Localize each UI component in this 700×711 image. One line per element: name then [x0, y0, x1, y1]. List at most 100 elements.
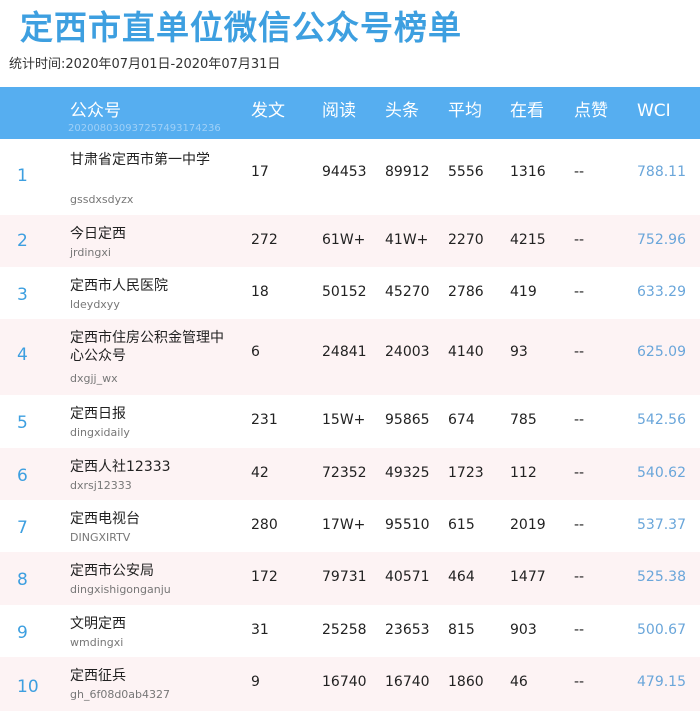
posts-count: 272 [251, 232, 278, 248]
col-likes-header: 点赞 [574, 101, 608, 121]
wci-score: 500.67 [637, 622, 686, 638]
account-name: 定西日报 [70, 406, 126, 422]
account-name: 今日定西 [70, 226, 126, 242]
table-row: 1 甘肃省定西市第一中学 gssdxsdyzx 17 94453 89912 5… [0, 139, 700, 215]
watching-count: 112 [510, 465, 537, 481]
posts-count: 172 [251, 569, 278, 585]
wci-score: 542.56 [637, 412, 686, 428]
likes-count: -- [574, 517, 585, 533]
reads-count: 94453 [322, 164, 367, 180]
reads-count: 79731 [322, 569, 367, 585]
top-reads-count: 45270 [385, 284, 430, 300]
watching-count: 1316 [510, 164, 546, 180]
col-average-header: 平均 [448, 101, 482, 121]
table-row: 4 定西市住房公积金管理中心公众号 dxgjj_wx 6 24841 24003… [0, 319, 700, 395]
reads-count: 17W+ [322, 517, 366, 533]
rank-number: 6 [17, 466, 28, 486]
posts-count: 18 [251, 284, 269, 300]
likes-count: -- [574, 232, 585, 248]
col-watching-header: 在看 [510, 101, 544, 121]
table-row: 9 文明定西 wmdingxi 31 25258 23653 815 903 -… [0, 605, 700, 657]
average-reads: 674 [448, 412, 475, 428]
col-top-reads-header: 头条 [385, 101, 419, 121]
reads-count: 50152 [322, 284, 367, 300]
wci-score: 625.09 [637, 344, 686, 360]
table-row: 10 定西征兵 gh_6f08d0ab4327 9 16740 16740 18… [0, 657, 700, 711]
account-handle: DINGXIRTV [70, 531, 131, 544]
account-name: 定西市公安局 [70, 563, 154, 579]
watching-count: 419 [510, 284, 537, 300]
stat-period: 统计时间:2020年07月01日-2020年07月31日 [9, 57, 281, 72]
wci-score: 788.11 [637, 164, 686, 180]
average-reads: 2270 [448, 232, 484, 248]
average-reads: 615 [448, 517, 475, 533]
posts-count: 42 [251, 465, 269, 481]
rank-number: 10 [17, 677, 39, 697]
account-handle: dxgjj_wx [70, 372, 118, 385]
watching-count: 4215 [510, 232, 546, 248]
watching-count: 93 [510, 344, 528, 360]
table-row: 2 今日定西 jrdingxi 272 61W+ 41W+ 2270 4215 … [0, 215, 700, 267]
reads-count: 25258 [322, 622, 367, 638]
average-reads: 2786 [448, 284, 484, 300]
rank-number: 5 [17, 413, 28, 433]
reads-count: 16740 [322, 674, 367, 690]
average-reads: 815 [448, 622, 475, 638]
top-reads-count: 41W+ [385, 232, 429, 248]
account-handle: gh_6f08d0ab4327 [70, 688, 171, 701]
account-name: 定西电视台 [70, 511, 140, 527]
page-title: 定西市直单位微信公众号榜单 [20, 8, 462, 47]
top-reads-count: 49325 [385, 465, 430, 481]
col-reads-header: 阅读 [322, 101, 356, 121]
likes-count: -- [574, 569, 585, 585]
likes-count: -- [574, 412, 585, 428]
account-handle: dxrsj12333 [70, 479, 132, 492]
col-account-header: 公众号 [70, 101, 121, 121]
posts-count: 31 [251, 622, 269, 638]
col-posts-header: 发文 [251, 101, 285, 121]
top-reads-count: 24003 [385, 344, 430, 360]
top-reads-count: 89912 [385, 164, 430, 180]
table-row: 5 定西日报 dingxidaily 231 15W+ 95865 674 78… [0, 395, 700, 448]
rank-number: 8 [17, 570, 28, 590]
account-handle: gssdxsdyzx [70, 193, 134, 206]
posts-count: 6 [251, 344, 260, 360]
watching-count: 1477 [510, 569, 546, 585]
reads-count: 72352 [322, 465, 367, 481]
table-row: 7 定西电视台 DINGXIRTV 280 17W+ 95510 615 201… [0, 500, 700, 552]
account-name: 定西市人民医院 [70, 278, 168, 294]
posts-count: 280 [251, 517, 278, 533]
wci-score: 479.15 [637, 674, 686, 690]
posts-count: 9 [251, 674, 260, 690]
col-wci-header: WCI [637, 101, 671, 121]
average-reads: 4140 [448, 344, 484, 360]
watching-count: 46 [510, 674, 528, 690]
top-reads-count: 40571 [385, 569, 430, 585]
wci-score: 540.62 [637, 465, 686, 481]
watching-count: 2019 [510, 517, 546, 533]
account-name: 文明定西 [70, 616, 126, 632]
account-name: 定西人社12333 [70, 459, 171, 475]
rank-number: 2 [17, 231, 28, 251]
table-row: 8 定西市公安局 dingxishigonganju 172 79731 405… [0, 552, 700, 605]
account-name: 甘肃省定西市第一中学 [70, 152, 210, 168]
rank-number: 3 [17, 285, 28, 305]
wci-score: 525.38 [637, 569, 686, 585]
account-handle: ldeydxyy [70, 298, 120, 311]
rank-number: 9 [17, 623, 28, 643]
watching-count: 785 [510, 412, 537, 428]
account-handle: wmdingxi [70, 636, 124, 649]
account-handle: dingxidaily [70, 426, 130, 439]
table-row: 6 定西人社12333 dxrsj12333 42 72352 49325 17… [0, 448, 700, 500]
average-reads: 464 [448, 569, 475, 585]
rank-number: 7 [17, 518, 28, 538]
reads-count: 24841 [322, 344, 367, 360]
watching-count: 903 [510, 622, 537, 638]
likes-count: -- [574, 284, 585, 300]
account-handle: dingxishigonganju [70, 583, 171, 596]
wci-score: 633.29 [637, 284, 686, 300]
likes-count: -- [574, 344, 585, 360]
header-code: 20200803093725749317423­6 [68, 123, 221, 134]
table-row: 3 定西市人民医院 ldeydxyy 18 50152 45270 2786 4… [0, 267, 700, 319]
